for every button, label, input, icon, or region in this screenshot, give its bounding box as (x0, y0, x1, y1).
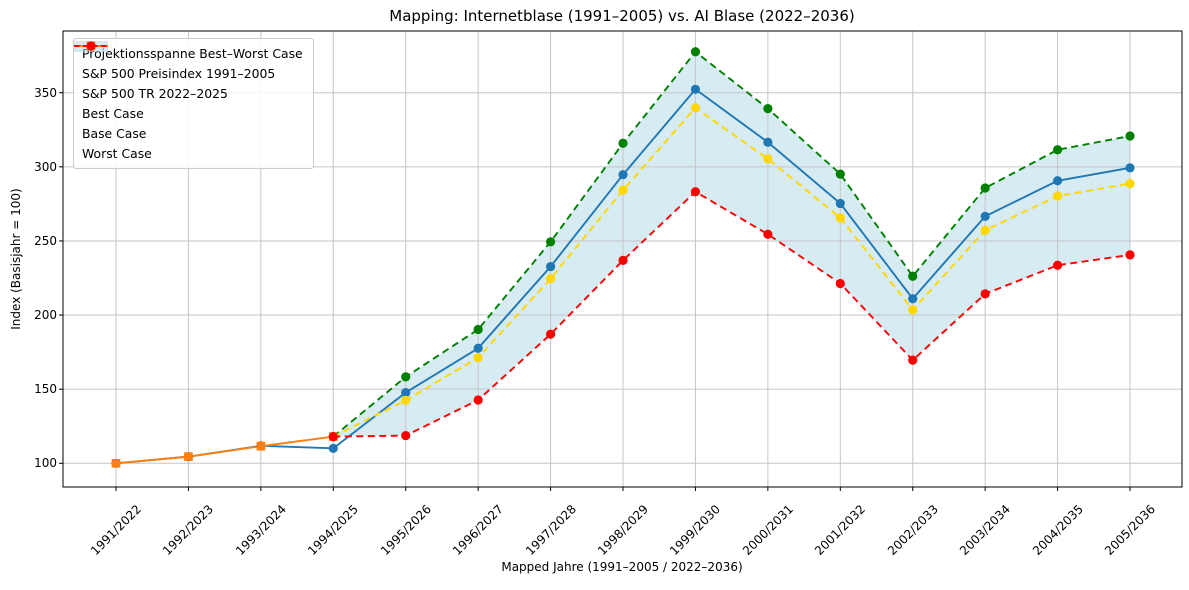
legend-entry: Worst Case (74, 41, 303, 162)
series-s-p-500-tr-2022-2025 (111, 432, 338, 468)
y-axis-label: Index (Basisjahr = 100) (9, 188, 23, 330)
chart-title: Mapping: Internetblase (1991–2005) vs. A… (389, 7, 855, 25)
legend-entry: Base Case (74, 41, 303, 142)
x-axis-label: Mapped Jahre (1991–2005 / 2022–2036) (501, 560, 743, 574)
y-tick-label: 250 (34, 233, 57, 248)
legend-entry-label: Base Case (82, 126, 147, 141)
legend-entry-label: S&P 500 TR 2022–2025 (82, 86, 228, 101)
legend-entry: Best Case (74, 41, 303, 122)
legend-swatch-icon (74, 41, 108, 51)
series-worst-case (328, 187, 1135, 442)
y-tick-label: 350 (34, 85, 57, 100)
legend-entry-label: S&P 500 Preisindex 1991–2005 (82, 66, 276, 81)
legend-entry-label: Best Case (82, 106, 144, 121)
projection-band (333, 51, 1131, 437)
y-tick-label: 300 (34, 159, 57, 174)
y-tick-label: 150 (34, 382, 57, 397)
legend-entry: S&P 500 Preisindex 1991–2005 (74, 41, 303, 82)
series-best-case (328, 47, 1135, 442)
grid (63, 31, 1182, 487)
y-tick-label: 100 (34, 456, 57, 471)
legend-entry-label: Projektionsspanne Best–Worst Case (82, 46, 303, 61)
legend-entry-label: Worst Case (82, 146, 152, 161)
plot-border (62, 30, 1183, 488)
legend-entry: S&P 500 TR 2022–2025 (74, 41, 303, 102)
legend-entry: Projektionsspanne Best–Worst Case (74, 41, 303, 62)
legend: Projektionsspanne Best–Worst Case S&P 500… (73, 38, 314, 169)
tick-marks (59, 92, 1131, 491)
y-tick-label: 200 (34, 308, 57, 323)
